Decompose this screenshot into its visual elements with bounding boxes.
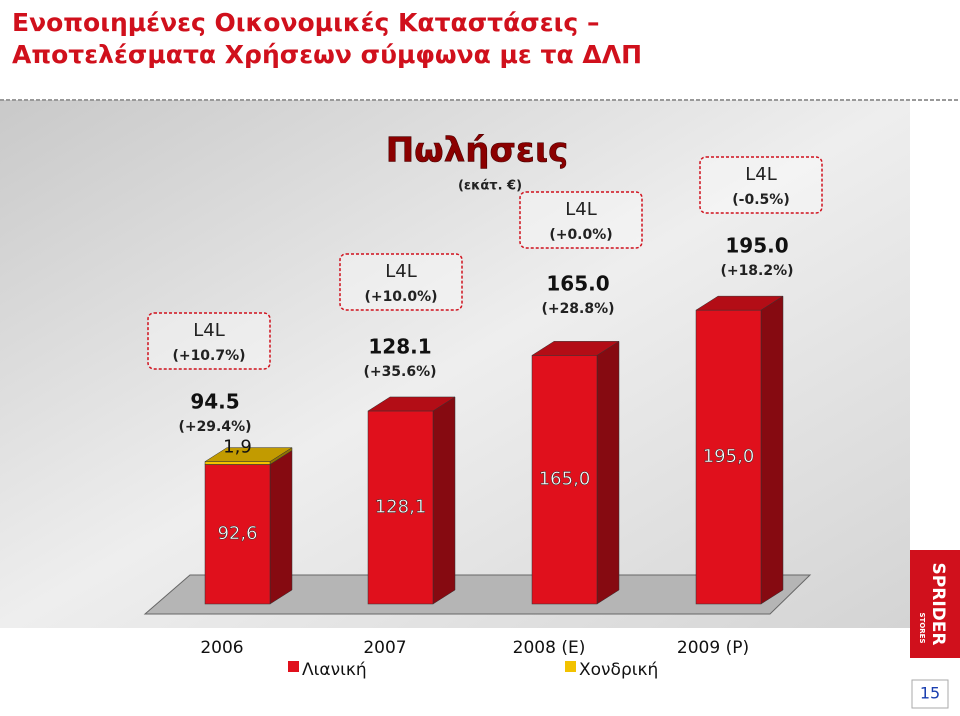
value-label: 165,0 [539,469,591,490]
bar-top [367,396,456,412]
l4l-change: (-0.5%) [732,192,789,208]
x-tick-label: 2008 (E) [513,638,586,658]
l4l-label: L4L [385,261,417,282]
value-label: 1,9 [223,437,252,458]
legend-label: Λιανική [302,660,367,680]
logo-brand: SPRIDER [928,563,948,646]
floor [143,574,812,615]
x-tick-label: 2007 [363,638,406,658]
page-number-box [911,679,949,709]
growth-label: (+29.4%) [178,419,251,435]
growth-label: (+35.6%) [363,364,436,380]
l4l-change: (+10.0%) [364,289,437,305]
legend-swatch [565,661,576,672]
growth-label: (+28.8%) [541,301,614,317]
l4l-change: (+0.0%) [549,227,612,243]
total-label: 94.5 [190,390,239,414]
slide-title: Ενοποιημένες Οικονομικές Καταστάσεις – [12,8,599,37]
l4l-change: (+10.7%) [172,348,245,364]
l4l-box [519,191,643,249]
total-label: 165.0 [546,272,609,296]
value-label: 92,6 [217,523,257,544]
bar [367,410,434,605]
l4l-box [699,156,823,214]
bar-side [269,449,293,605]
total-label: 128.1 [368,335,431,359]
bar-top [695,295,784,311]
legend-label: Χονδρική [579,660,658,680]
l4l-label: L4L [193,320,225,341]
l4l-label: L4L [565,199,597,220]
bar [204,461,271,465]
value-label: 195,0 [703,446,755,467]
bar [531,355,598,605]
page-number: 15 [920,684,940,703]
l4l-box [147,312,271,370]
bar-top [204,447,293,462]
chart-title: Πωλήσεις [386,131,569,171]
x-tick-label: 2009 (P) [677,638,749,658]
bar-top [531,341,620,356]
logo-sub: STORES [918,613,926,644]
bar-side [760,295,784,605]
l4l-label: L4L [745,164,777,185]
bar [204,464,271,605]
total-label: 195.0 [725,234,788,258]
logo [910,550,960,658]
bar-side [596,340,620,605]
x-tick-label: 2006 [200,638,243,658]
growth-label: (+18.2%) [720,263,793,279]
bar [695,309,762,605]
legend-swatch [288,661,299,672]
bar-side [432,396,456,605]
l4l-box [339,253,463,311]
chart-subtitle: (εκάτ. €) [458,179,522,194]
slide-title: Αποτελέσματα Χρήσεων σύμφωνα με τα ΔΛΠ [12,40,642,69]
value-label: 128,1 [375,496,427,517]
